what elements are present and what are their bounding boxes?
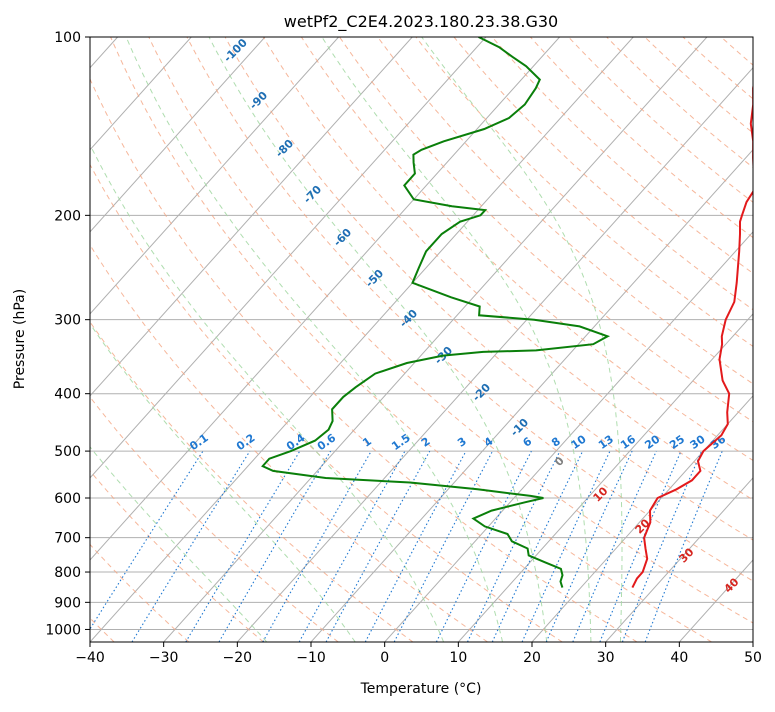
mixing-ratio-label: 8	[549, 435, 563, 450]
isotherm-line	[90, 37, 633, 642]
dry-adiabat-label: 0	[552, 454, 567, 469]
x-tick-label: −40	[75, 650, 105, 666]
mixing-ratio-label: 2	[419, 435, 433, 450]
x-tick-label: −10	[296, 650, 326, 666]
dry-adiabat-label: 30	[677, 545, 697, 565]
x-axis-label: Temperature (°C)	[360, 681, 482, 697]
x-tick-label: 40	[670, 650, 688, 666]
isotherm-line	[0, 37, 265, 642]
isotherm-line	[679, 37, 775, 642]
dewpoint-profile-line	[263, 37, 608, 588]
isotherm-line	[0, 37, 486, 642]
x-tick-label: 50	[744, 650, 762, 666]
dry-adiabat-line	[0, 37, 263, 642]
x-tick-label: −30	[149, 650, 179, 666]
x-tick-label: 10	[449, 650, 467, 666]
dry-adiabat-line	[569, 37, 775, 642]
mixing-ratio-label: 0.6	[315, 431, 339, 453]
background-lines	[0, 37, 775, 642]
x-tick-label: −20	[223, 650, 253, 666]
y-tick-label: 300	[54, 313, 81, 329]
isotherm-line	[237, 37, 775, 642]
isotherm-line	[311, 37, 775, 642]
mixing-ratio-label: 0.1	[187, 431, 210, 453]
mixing-ratio-line	[573, 451, 657, 642]
isotherm-line	[164, 37, 707, 642]
dry-adiabat-line	[645, 37, 775, 642]
y-tick-label: 900	[54, 595, 81, 611]
mixing-ratio-label: 16	[618, 432, 638, 452]
dry-adiabat-line	[0, 37, 413, 642]
dry-adiabat-label: -80	[273, 137, 296, 160]
x-tick-label: 20	[523, 650, 541, 666]
x-tick-label: 30	[597, 650, 615, 666]
dry-adiabat-line	[263, 37, 775, 642]
dry-adiabat-line	[759, 37, 775, 642]
y-axis-label: Pressure (hPa)	[12, 289, 28, 389]
dry-adiabat-label: -40	[397, 307, 420, 330]
mixing-ratio-label: 4	[482, 435, 496, 450]
mixing-ratio-line	[468, 451, 561, 642]
mixing-ratio-label: 3	[455, 435, 469, 450]
x-axis: −40 −30 −20 −10 0 10 20 30 40 50	[75, 642, 762, 666]
isotherm-line	[0, 37, 412, 642]
mixing-ratio-label: 1	[360, 435, 374, 450]
moist-adiabat-line	[0, 37, 355, 642]
mixing-ratio-line	[645, 451, 722, 642]
x-tick-label: 0	[380, 650, 389, 666]
moist-adiabat-line	[209, 37, 547, 642]
isotherm-line	[753, 37, 775, 642]
mixing-ratio-label: 20	[642, 432, 662, 452]
y-tick-label: 500	[54, 444, 81, 460]
dry-adiabat-label: -50	[363, 267, 386, 290]
dry-adiabat-label: -100	[221, 36, 250, 65]
dry-adiabat-label: -70	[301, 183, 324, 206]
isotherm-line	[532, 37, 775, 642]
y-tick-label: 600	[54, 491, 81, 507]
chart-title: wetPf2_C2E4.2023.180.23.38.G30	[284, 12, 558, 32]
mixing-ratio-line	[492, 451, 582, 642]
y-tick-label: 1000	[45, 622, 81, 638]
y-axis: 1000 900 800 700 600 500 400 300 200 100	[45, 30, 90, 638]
dry-adiabat-line	[721, 37, 775, 642]
y-tick-label: 100	[54, 30, 81, 46]
mixing-ratio-label: 13	[596, 433, 616, 452]
mixing-ratio-label: 25	[667, 433, 687, 452]
mixing-ratio-line	[600, 451, 681, 642]
plot-frame	[90, 37, 753, 642]
y-tick-label: 800	[54, 565, 81, 581]
mixing-ratio-line	[132, 451, 250, 642]
y-tick-label: 700	[54, 531, 81, 547]
mixing-ratio-line	[546, 451, 632, 642]
mixing-ratio-label: 10	[569, 432, 589, 452]
mixing-ratio-line	[622, 451, 701, 642]
mixing-ratio-label: 6	[521, 435, 535, 450]
dry-adiabat-label: 40	[722, 575, 742, 595]
isotherm-line	[458, 37, 775, 642]
dry-adiabat-line	[378, 37, 775, 642]
mixing-ratio-label: 36	[708, 432, 728, 452]
mixing-ratio-line	[186, 451, 300, 642]
dry-adiabat-line	[0, 37, 488, 642]
moist-adiabat-line	[0, 37, 267, 642]
isotherm-line	[385, 37, 775, 642]
temperature-profile-line	[632, 37, 766, 588]
mixing-ratio-line	[82, 451, 203, 642]
mixing-ratio-line	[365, 451, 466, 642]
moist-adiabat-line	[422, 37, 622, 642]
dry-adiabat-label: -20	[470, 381, 493, 404]
y-tick-label: 200	[54, 208, 81, 224]
dry-adiabat-line	[683, 37, 775, 642]
mixing-ratio-label: 0.2	[234, 431, 257, 453]
dry-adiabat-line	[530, 37, 775, 642]
y-tick-label: 400	[54, 387, 81, 403]
dry-adiabat-line	[0, 37, 189, 642]
isotherm-line	[16, 37, 559, 642]
